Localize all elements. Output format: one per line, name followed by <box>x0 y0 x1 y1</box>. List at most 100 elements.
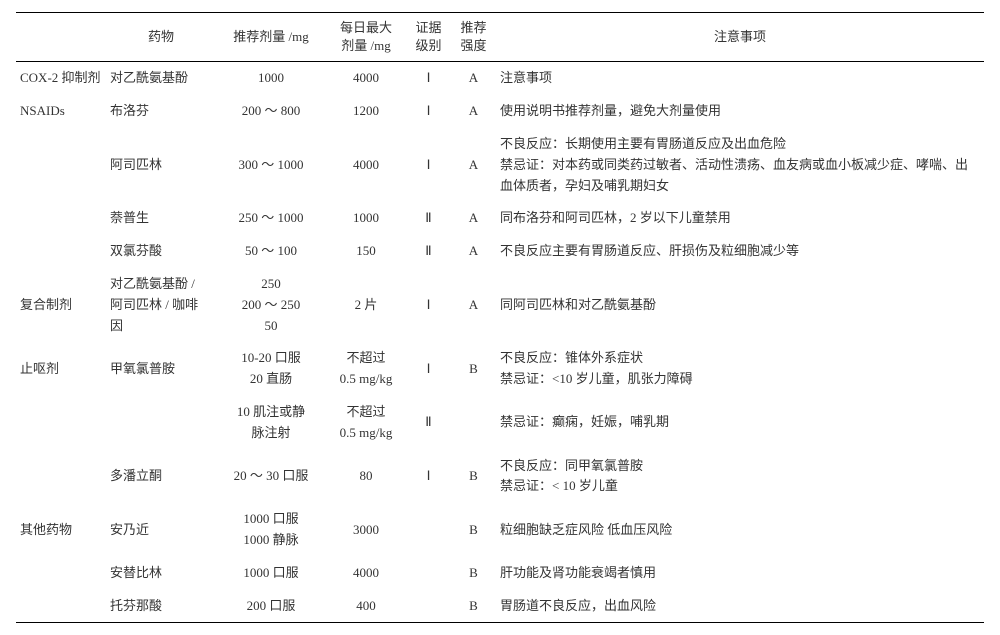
table-row: 阿司匹林300 ～ 10004000ⅠA不良反应：长期使用主要有胃肠道反应及出血… <box>16 128 984 202</box>
cell-category: 止呕剂 <box>16 342 106 396</box>
cell-category: NSAIDs <box>16 95 106 128</box>
cell-max: 400 <box>326 590 406 623</box>
cell-recommend <box>451 396 496 450</box>
cell-drug: 对乙酰氨基酚 /阿司匹林 / 咖啡因 <box>106 268 216 342</box>
cell-dose: 250 ～ 1000 <box>216 202 326 235</box>
cell-evidence: Ⅱ <box>406 235 451 268</box>
cell-drug: 阿司匹林 <box>106 128 216 202</box>
cell-evidence: Ⅰ <box>406 128 451 202</box>
cell-notes: 不良反应主要有胃肠道反应、肝损伤及粒细胞减少等 <box>496 235 984 268</box>
header-row: 药物 推荐剂量 /mg 每日最大剂量 /mg 证据级别 推荐强度 注意事项 <box>16 13 984 62</box>
cell-drug: 安乃近 <box>106 503 216 557</box>
cell-notes: 注意事项 <box>496 62 984 95</box>
cell-category <box>16 202 106 235</box>
cell-max: 80 <box>326 450 406 504</box>
cell-category <box>16 235 106 268</box>
drug-table: 药物 推荐剂量 /mg 每日最大剂量 /mg 证据级别 推荐强度 注意事项 CO… <box>16 12 984 623</box>
cell-max: 4000 <box>326 557 406 590</box>
cell-recommend: A <box>451 268 496 342</box>
cell-evidence <box>406 590 451 623</box>
header-evidence: 证据级别 <box>406 13 451 62</box>
cell-category <box>16 450 106 504</box>
cell-drug <box>106 396 216 450</box>
cell-dose: 1000 口服 <box>216 557 326 590</box>
cell-notes: 同布洛芬和阿司匹林，2 岁以下儿童禁用 <box>496 202 984 235</box>
cell-max: 不超过0.5 mg/kg <box>326 396 406 450</box>
cell-max: 3000 <box>326 503 406 557</box>
table-row: 多潘立酮20 ～ 30 口服80ⅠB不良反应：同甲氧氯普胺禁忌证：< 10 岁儿… <box>16 450 984 504</box>
header-category <box>16 13 106 62</box>
cell-dose: 10 肌注或静脉注射 <box>216 396 326 450</box>
cell-notes: 禁忌证：癫痫，妊娠，哺乳期 <box>496 396 984 450</box>
table-row: 其他药物安乃近1000 口服1000 静脉3000 B粒细胞缺乏症风险 低血压风险 <box>16 503 984 557</box>
cell-evidence <box>406 503 451 557</box>
cell-evidence: Ⅰ <box>406 342 451 396</box>
cell-recommend: B <box>451 590 496 623</box>
cell-max: 2 片 <box>326 268 406 342</box>
table-row: COX-2 抑制剂对乙酰氨基酚10004000ⅠA注意事项 <box>16 62 984 95</box>
cell-notes: 不良反应：同甲氧氯普胺禁忌证：< 10 岁儿童 <box>496 450 984 504</box>
cell-drug: 甲氧氯普胺 <box>106 342 216 396</box>
cell-drug: 安替比林 <box>106 557 216 590</box>
cell-recommend: B <box>451 557 496 590</box>
table-row: 双氯芬酸50 ～ 100150ⅡA不良反应主要有胃肠道反应、肝损伤及粒细胞减少等 <box>16 235 984 268</box>
cell-dose: 200 口服 <box>216 590 326 623</box>
cell-dose: 1000 口服1000 静脉 <box>216 503 326 557</box>
cell-category <box>16 590 106 623</box>
cell-drug: 对乙酰氨基酚 <box>106 62 216 95</box>
header-recommend: 推荐强度 <box>451 13 496 62</box>
cell-dose: 10-20 口服20 直肠 <box>216 342 326 396</box>
table-row: 安替比林1000 口服4000 B肝功能及肾功能衰竭者慎用 <box>16 557 984 590</box>
table-row: 萘普生250 ～ 10001000ⅡA同布洛芬和阿司匹林，2 岁以下儿童禁用 <box>16 202 984 235</box>
cell-drug: 布洛芬 <box>106 95 216 128</box>
cell-evidence <box>406 557 451 590</box>
cell-notes: 不良反应：锥体外系症状禁忌证：<10 岁儿童，肌张力障碍 <box>496 342 984 396</box>
table-row: 止呕剂甲氧氯普胺10-20 口服20 直肠不超过0.5 mg/kgⅠB不良反应：… <box>16 342 984 396</box>
cell-max: 4000 <box>326 128 406 202</box>
table-row: 托芬那酸200 口服400 B胃肠道不良反应，出血风险 <box>16 590 984 623</box>
cell-recommend: B <box>451 342 496 396</box>
cell-max: 4000 <box>326 62 406 95</box>
cell-recommend: A <box>451 95 496 128</box>
cell-category: COX-2 抑制剂 <box>16 62 106 95</box>
cell-evidence: Ⅰ <box>406 62 451 95</box>
cell-notes: 同阿司匹林和对乙酰氨基酚 <box>496 268 984 342</box>
cell-recommend: B <box>451 450 496 504</box>
cell-drug: 托芬那酸 <box>106 590 216 623</box>
cell-notes: 使用说明书推荐剂量，避免大剂量使用 <box>496 95 984 128</box>
cell-dose: 300 ～ 1000 <box>216 128 326 202</box>
cell-notes: 胃肠道不良反应，出血风险 <box>496 590 984 623</box>
cell-max: 1000 <box>326 202 406 235</box>
cell-dose: 20 ～ 30 口服 <box>216 450 326 504</box>
cell-evidence: Ⅱ <box>406 396 451 450</box>
cell-drug: 双氯芬酸 <box>106 235 216 268</box>
cell-dose: 200 ～ 800 <box>216 95 326 128</box>
table-row: 复合制剂对乙酰氨基酚 /阿司匹林 / 咖啡因250200 ～ 250502 片Ⅰ… <box>16 268 984 342</box>
cell-drug: 萘普生 <box>106 202 216 235</box>
cell-category <box>16 396 106 450</box>
cell-evidence: Ⅰ <box>406 268 451 342</box>
cell-evidence: Ⅰ <box>406 95 451 128</box>
cell-dose: 50 ～ 100 <box>216 235 326 268</box>
cell-recommend: B <box>451 503 496 557</box>
table-body: COX-2 抑制剂对乙酰氨基酚10004000ⅠA注意事项NSAIDs布洛芬20… <box>16 62 984 623</box>
cell-evidence: Ⅰ <box>406 450 451 504</box>
header-dose: 推荐剂量 /mg <box>216 13 326 62</box>
header-max: 每日最大剂量 /mg <box>326 13 406 62</box>
cell-dose: 250200 ～ 25050 <box>216 268 326 342</box>
cell-notes: 不良反应：长期使用主要有胃肠道反应及出血危险禁忌证：对本药或同类药过敏者、活动性… <box>496 128 984 202</box>
cell-recommend: A <box>451 128 496 202</box>
cell-max: 1200 <box>326 95 406 128</box>
cell-recommend: A <box>451 62 496 95</box>
cell-max: 150 <box>326 235 406 268</box>
cell-category <box>16 557 106 590</box>
table-row: 10 肌注或静脉注射不超过0.5 mg/kgⅡ 禁忌证：癫痫，妊娠，哺乳期 <box>16 396 984 450</box>
cell-category: 复合制剂 <box>16 268 106 342</box>
cell-category: 其他药物 <box>16 503 106 557</box>
cell-recommend: A <box>451 202 496 235</box>
table-row: NSAIDs布洛芬200 ～ 8001200ⅠA使用说明书推荐剂量，避免大剂量使… <box>16 95 984 128</box>
cell-notes: 粒细胞缺乏症风险 低血压风险 <box>496 503 984 557</box>
header-drug: 药物 <box>106 13 216 62</box>
cell-dose: 1000 <box>216 62 326 95</box>
cell-notes: 肝功能及肾功能衰竭者慎用 <box>496 557 984 590</box>
